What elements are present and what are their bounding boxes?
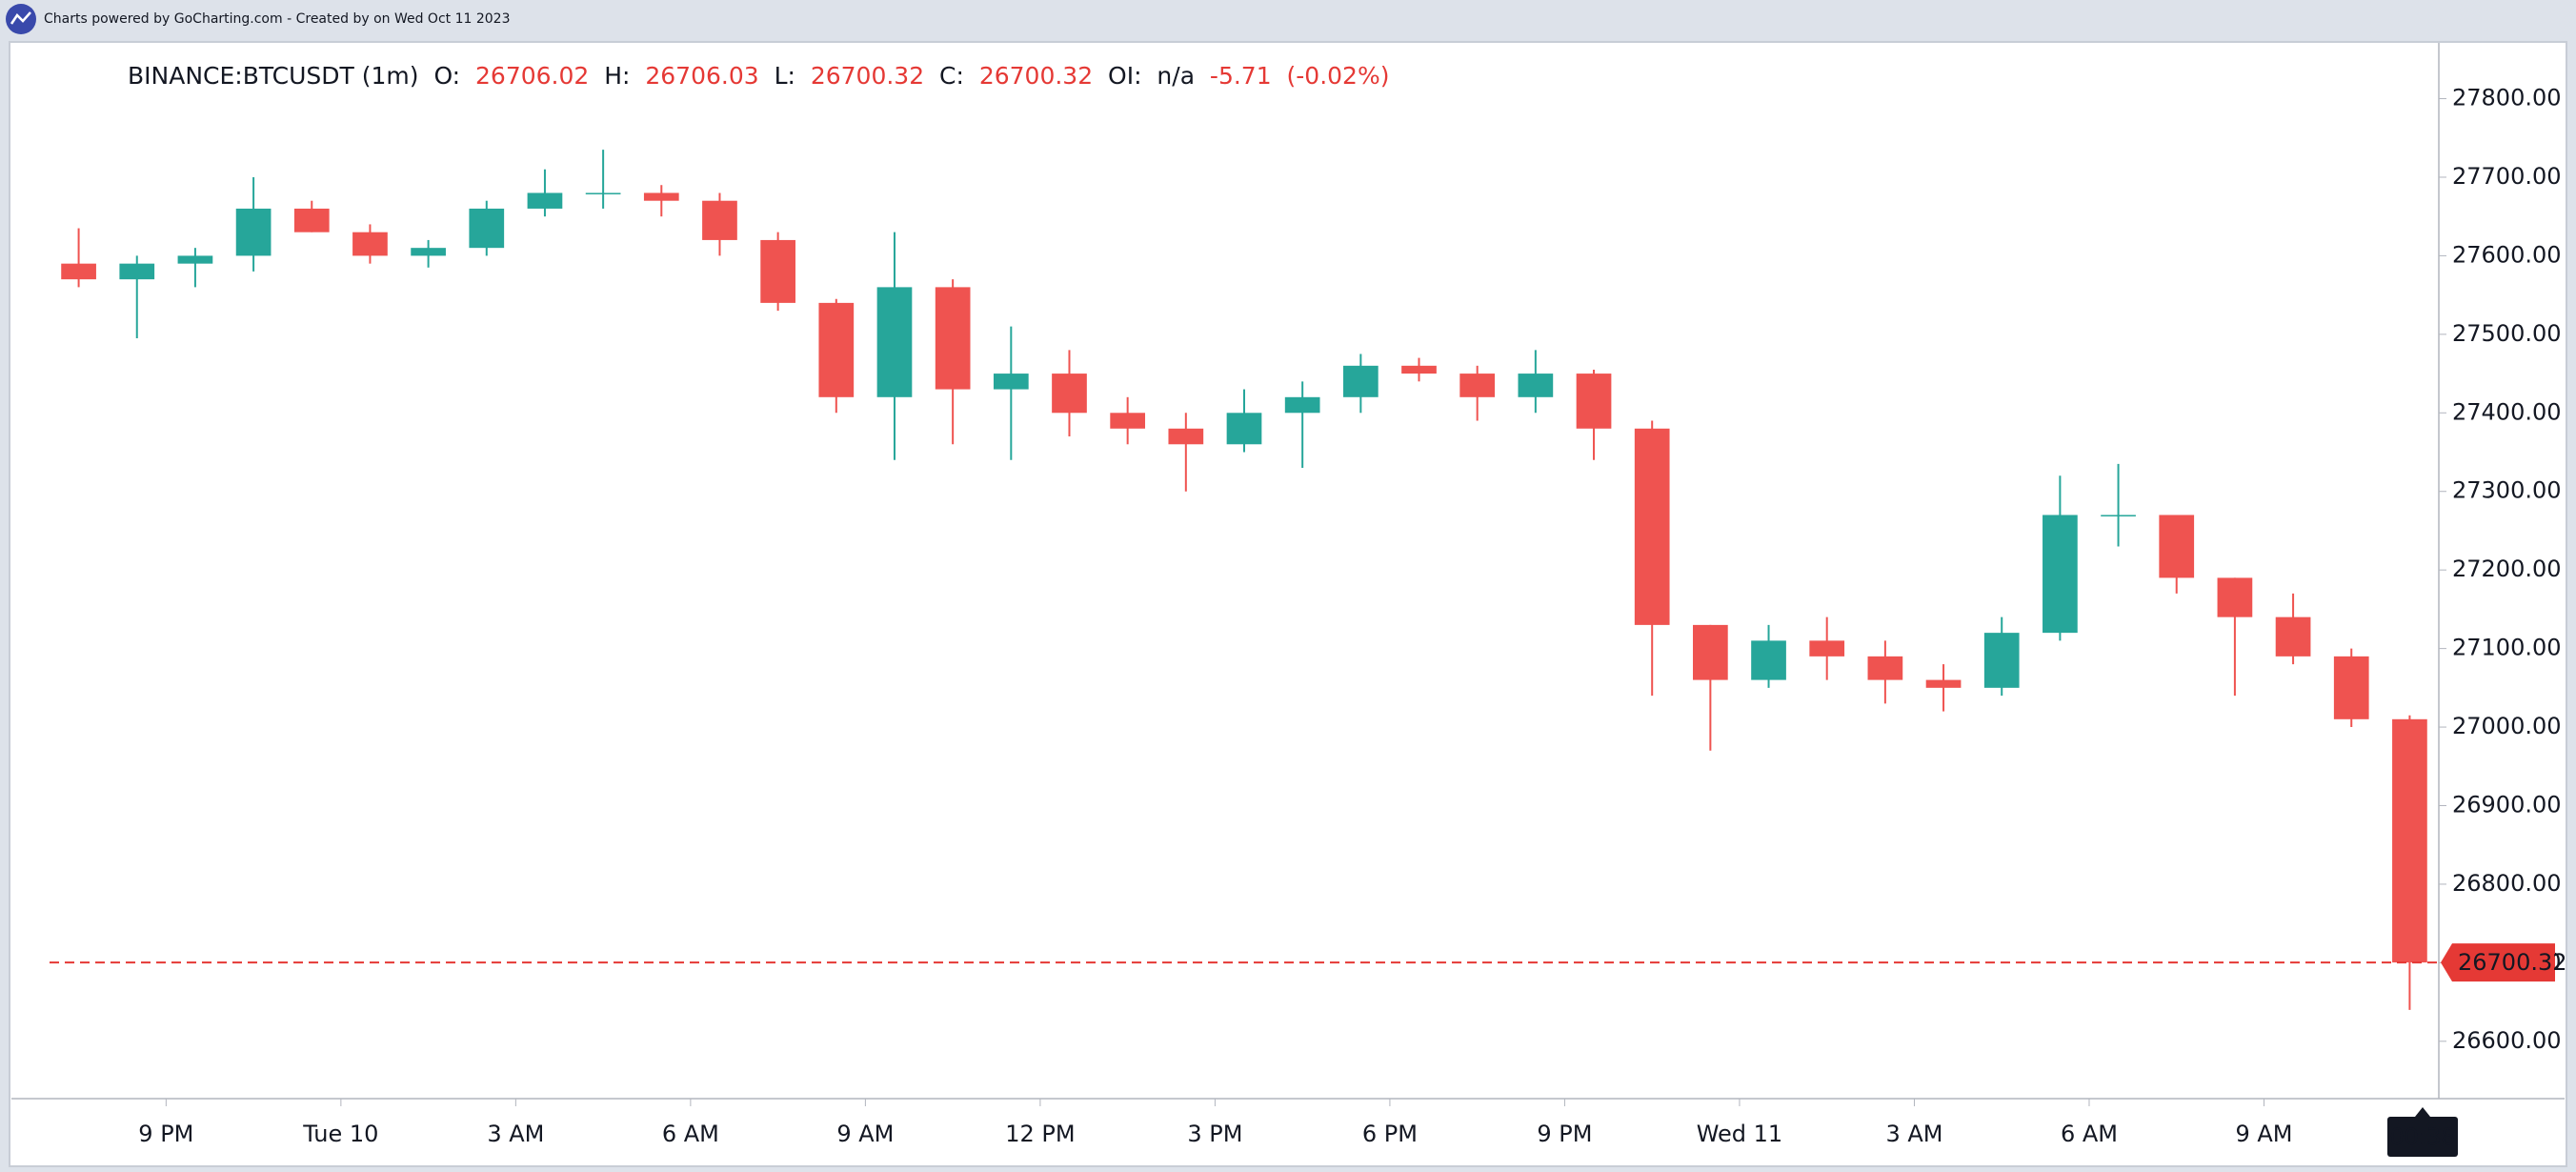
candle-body [2159,515,2195,578]
y-tick-label: 26900.00 [2452,791,2562,818]
candle-body [2275,616,2311,657]
y-tick-label: 26800.00 [2452,870,2562,897]
last-price-label: 26700.32 [2458,949,2567,976]
candle-body [469,208,505,249]
candle-body [61,263,96,280]
y-tick-label: 27800.00 [2452,85,2562,111]
field-label: L: [775,62,795,90]
field-label: O: [433,62,460,90]
y-tick-label: 27400.00 [2452,398,2562,425]
change: -5.71 [1210,62,1272,90]
candle-body [702,200,737,240]
x-tick-label: 6 AM [2061,1121,2118,1147]
candle-body [2392,718,2427,963]
candle-body [935,287,971,390]
logo-icon [10,11,31,25]
candle-body [1983,633,2020,688]
candle-body [352,232,388,256]
candle-body [993,374,1029,390]
y-tick-label: 26600.00 [2452,1027,2562,1054]
y-tick-label: 27100.00 [2452,635,2562,661]
symbol: BINANCE:BTCUSDT (1m) [128,62,419,90]
candle-body [1751,640,1786,680]
candle-body [1518,374,1554,397]
candle-body [760,239,795,303]
candle-body [2043,515,2078,634]
countdown: 00:38 [2389,1123,2455,1150]
candle-body [1634,428,1670,625]
top-bar [0,0,2576,40]
candle-body [1576,374,1612,429]
field-label: OI: [1108,62,1141,90]
y-tick-label: 27000.00 [2452,713,2562,739]
countdown-badge [2387,1117,2458,1157]
x-tick-label: 3 PM [1187,1121,1242,1147]
field-value: 26706.02 [475,62,589,90]
x-tick-label: Wed 11 [1697,1121,1783,1147]
candle-body [1693,624,1728,680]
x-tick-label: 9 AM [836,1121,894,1147]
y-tick-label: 27300.00 [2452,477,2562,504]
credit: Charts powered by GoCharting.com - Creat… [44,11,510,27]
last-price-badge [2441,943,2555,982]
x-tick-label: 6 AM [662,1121,719,1147]
candle-body [235,208,272,256]
legend-text: BINANCE:BTCUSDT (1m) O: 26706.02 H: 2670… [128,62,1404,90]
candle-body [1052,374,1087,414]
field-value: 26700.32 [811,62,924,90]
candle-body [1226,413,1262,445]
x-tick-label: 6 PM [1362,1121,1418,1147]
x-tick-label: 9 PM [138,1121,193,1147]
legend: BINANCE:BTCUSDT (1m) O: 26706.02 H: 2670… [128,62,1404,90]
candle-body [2101,515,2136,516]
candle-body [177,255,213,264]
x-tick-label: 12 PM [1005,1121,1075,1147]
field-value: n/a [1157,62,1195,90]
x-tick-label: Tue 10 [302,1121,378,1147]
candle-body [1284,396,1320,414]
candle-body [1925,679,1962,688]
candle-body [2217,577,2253,617]
candle-body [119,263,155,280]
y-tick-label: 27500.00 [2452,320,2562,347]
x-tick-label: 9 PM [1537,1121,1592,1147]
candle-body [818,302,855,397]
field-label: C: [939,62,964,90]
y-tick-label: 27200.00 [2452,556,2562,582]
candle-body [1342,365,1379,397]
candle-body [1168,428,1204,445]
x-tick-label: 9 AM [2235,1121,2292,1147]
candle-body [1867,656,1903,680]
candle-body [293,208,330,232]
x-tick-label: 3 AM [1885,1121,1942,1147]
y-tick-label: 27700.00 [2452,163,2562,190]
change-pct: (-0.02%) [1287,62,1390,90]
candle-body [876,287,913,397]
field-value: 26700.32 [979,62,1093,90]
x-tick-label: 3 AM [487,1121,544,1147]
candle-body [1110,413,1146,429]
candle-body [1809,640,1845,657]
candle-body [527,192,563,209]
candle-body [1401,365,1437,374]
countdown-pointer [2415,1107,2430,1117]
candle-body [2333,656,2369,719]
field-label: H: [604,62,630,90]
candle-body [585,192,621,194]
chart-frame [9,41,2567,1167]
candle-body [643,192,679,201]
field-value: 26706.03 [645,62,758,90]
candle-body [411,248,446,256]
candle-body [1459,374,1496,397]
y-tick-label: 27600.00 [2452,241,2562,268]
